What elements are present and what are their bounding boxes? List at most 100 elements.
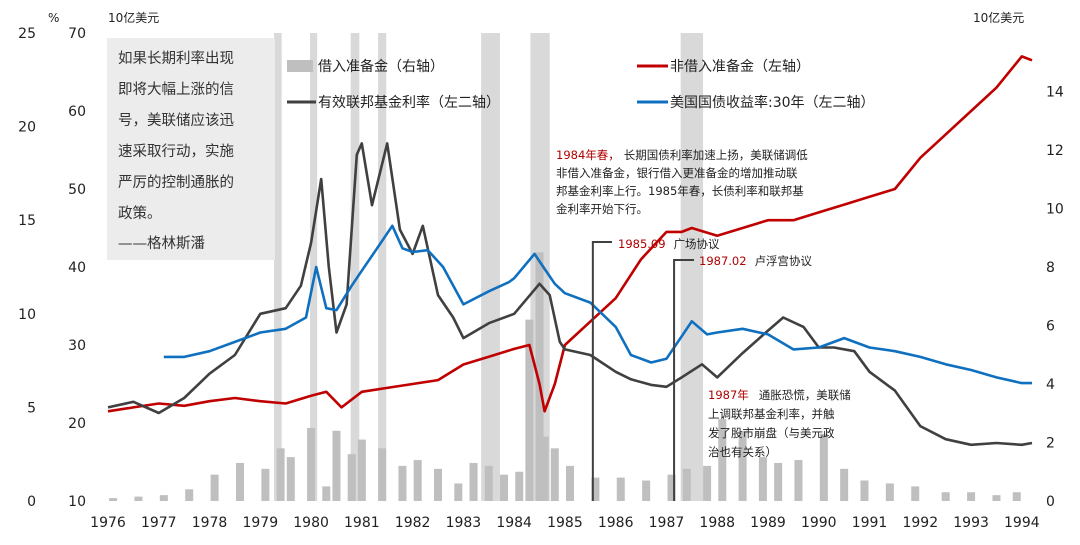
borrowed-bar-3 xyxy=(185,489,194,501)
plaza-accord-line xyxy=(591,241,612,501)
borrowed-bar-46 xyxy=(992,495,1001,501)
borrowed-bar-14 xyxy=(378,448,387,501)
shaded-period-1 xyxy=(310,33,318,501)
nonborrowed-reserves-line xyxy=(107,55,1033,413)
quote-text: 如果长期利率出现即将大幅上涨的信号，美联储应该迅速采取行动，实施严厉的控制通胀的… xyxy=(118,50,234,222)
borrowed-bar-35 xyxy=(738,430,747,501)
quote-line-5: 政策。 xyxy=(118,205,162,222)
y-outer-tick-5: 5 xyxy=(27,400,36,416)
y-outer-tick-25: 25 xyxy=(18,26,36,42)
quote-line-1: 即将大幅上涨的信 xyxy=(118,81,234,98)
x-tick-1992: 1992 xyxy=(902,515,938,531)
note84-line-1: 非借入准备金，银行借入更准备金的增加推动联 xyxy=(556,166,798,180)
y-right-tick-2: 2 xyxy=(1046,436,1055,452)
plaza-accord-label: 广场协议 xyxy=(674,237,720,251)
borrowed-bar-15 xyxy=(398,465,407,501)
borrowed-bar-37 xyxy=(774,462,783,501)
borrowed-bar-11 xyxy=(332,430,341,501)
borrowed-bar-44 xyxy=(941,492,950,501)
y-axis-left-inner-ticks: 10 20 30 40 50 60 70 xyxy=(68,26,86,510)
x-tick-1991: 1991 xyxy=(852,515,888,531)
borrowed-bar-29 xyxy=(616,477,625,501)
note87-line-0: 通胀恐慌，美联储 xyxy=(759,388,851,402)
note84-line-0: 长期国债利率加速上扬，美联储调低 xyxy=(624,148,808,162)
borrowed-bar-10 xyxy=(322,486,331,501)
shaded-period-4 xyxy=(481,33,500,501)
y-right-tick-10: 10 xyxy=(1046,202,1064,218)
legend-fedfunds: 有效联邦基金利率（左二轴） xyxy=(318,94,500,111)
louvre-accord-date: 1987.02 xyxy=(699,254,747,268)
borrowed-bar-2 xyxy=(159,495,168,501)
x-tick-1986: 1986 xyxy=(598,515,634,531)
x-tick-1984: 1984 xyxy=(496,515,532,531)
borrowed-bar-8 xyxy=(286,457,295,501)
x-tick-1987: 1987 xyxy=(649,515,685,531)
series-lines xyxy=(107,55,1033,447)
x-tick-1988: 1988 xyxy=(699,515,735,531)
y-axis-left-outer-ticks: 0 5 10 15 20 25 xyxy=(18,26,36,510)
note84-year: 1984年春， xyxy=(556,148,620,162)
legend-swatch-borrowed xyxy=(287,60,313,72)
borrowed-bar-28 xyxy=(591,477,600,501)
quote-line-2: 号，美联储应该迅 xyxy=(118,111,234,129)
borrowed-reserves-bars xyxy=(109,252,1021,501)
legend-borrowed: 借入准备金（右轴） xyxy=(318,58,444,75)
quote-author: ——格林斯潘 xyxy=(118,235,205,252)
borrowed-bar-16 xyxy=(413,460,422,501)
x-tick-1989: 1989 xyxy=(750,515,786,531)
borrowed-bar-20 xyxy=(484,465,493,501)
borrowed-bar-33 xyxy=(703,465,712,501)
borrowed-bar-26 xyxy=(550,448,559,501)
quote-line-3: 速采取行动，实施 xyxy=(118,143,234,160)
x-tick-1979: 1979 xyxy=(242,515,278,531)
borrowed-bar-31 xyxy=(667,474,676,501)
shaded-period-3 xyxy=(378,33,387,501)
borrowed-bar-32 xyxy=(682,468,691,501)
note87-line-1: 上调联邦基金利率，并触 xyxy=(708,407,835,421)
y-right-tick-12: 12 xyxy=(1046,143,1064,159)
plaza-accord-marker: 1985.09 广场协议 xyxy=(591,237,720,501)
note-1987-text: 1987年 通胀恐慌，美联储上调联邦基金利率，并触发了股市崩盘（与美元政治也有关系… xyxy=(708,388,851,459)
borrowed-bar-22 xyxy=(515,471,524,501)
y-inner-tick-60: 60 xyxy=(68,104,86,120)
y-right-tick-8: 8 xyxy=(1046,260,1055,276)
louvre-accord-line xyxy=(673,259,694,501)
louvre-accord-label: 卢浮宫协议 xyxy=(755,254,813,268)
borrowed-bar-5 xyxy=(236,462,244,501)
borrowed-bar-34 xyxy=(718,419,727,501)
legend: 借入准备金（右轴） 非借入准备金（左轴） 有效联邦基金利率（左二轴） 美国国债收… xyxy=(287,58,875,111)
borrowed-bar-47 xyxy=(1012,492,1021,501)
shaded-period-2 xyxy=(350,33,360,501)
x-axis-ticks: 1976 1977 1978 1979 1980 1981 1982 1983 1984 1985… xyxy=(90,515,1040,531)
x-tick-1976: 1976 xyxy=(90,515,126,531)
note87-line-3: 治也有关系） xyxy=(708,445,777,459)
y-inner-tick-20: 20 xyxy=(68,416,86,432)
unit-left-outer: % xyxy=(48,11,59,25)
quote-line-4: 严厉的控制通胀的 xyxy=(118,174,234,191)
borrowed-bar-7 xyxy=(276,448,285,501)
y-outer-tick-15: 15 xyxy=(18,213,36,229)
borrowed-bar-39 xyxy=(819,433,828,501)
unit-left-inner: 10亿美元 xyxy=(108,10,159,25)
borrowed-bar-0 xyxy=(109,498,118,501)
legend-nonborrowed: 非借入准备金（左轴） xyxy=(670,58,810,75)
note-1984-text: 1984年春， 长期国债利率加速上扬，美联储调低非借入准备金，银行借入更准备金的增… xyxy=(556,148,808,216)
borrowed-bar-19 xyxy=(469,462,478,501)
borrowed-bar-24 xyxy=(535,252,544,501)
y-inner-tick-30: 30 xyxy=(68,338,86,354)
borrowed-bar-13 xyxy=(357,439,366,501)
x-tick-1977: 1977 xyxy=(141,515,177,531)
y-inner-tick-50: 50 xyxy=(68,182,86,198)
borrowed-bar-4 xyxy=(210,474,219,501)
plaza-accord-date: 1985.09 xyxy=(618,237,666,251)
y-outer-tick-10: 10 xyxy=(18,307,36,323)
borrowed-bar-21 xyxy=(500,474,508,501)
x-tick-1983: 1983 xyxy=(446,515,482,531)
y-right-tick-14: 14 xyxy=(1046,85,1064,101)
greenspan-quote-box: 如果长期利率出现即将大幅上涨的信号，美联储应该迅速采取行动，实施严厉的控制通胀的… xyxy=(107,38,275,260)
x-tick-1994: 1994 xyxy=(1004,515,1040,531)
borrowed-bar-6 xyxy=(261,468,270,501)
